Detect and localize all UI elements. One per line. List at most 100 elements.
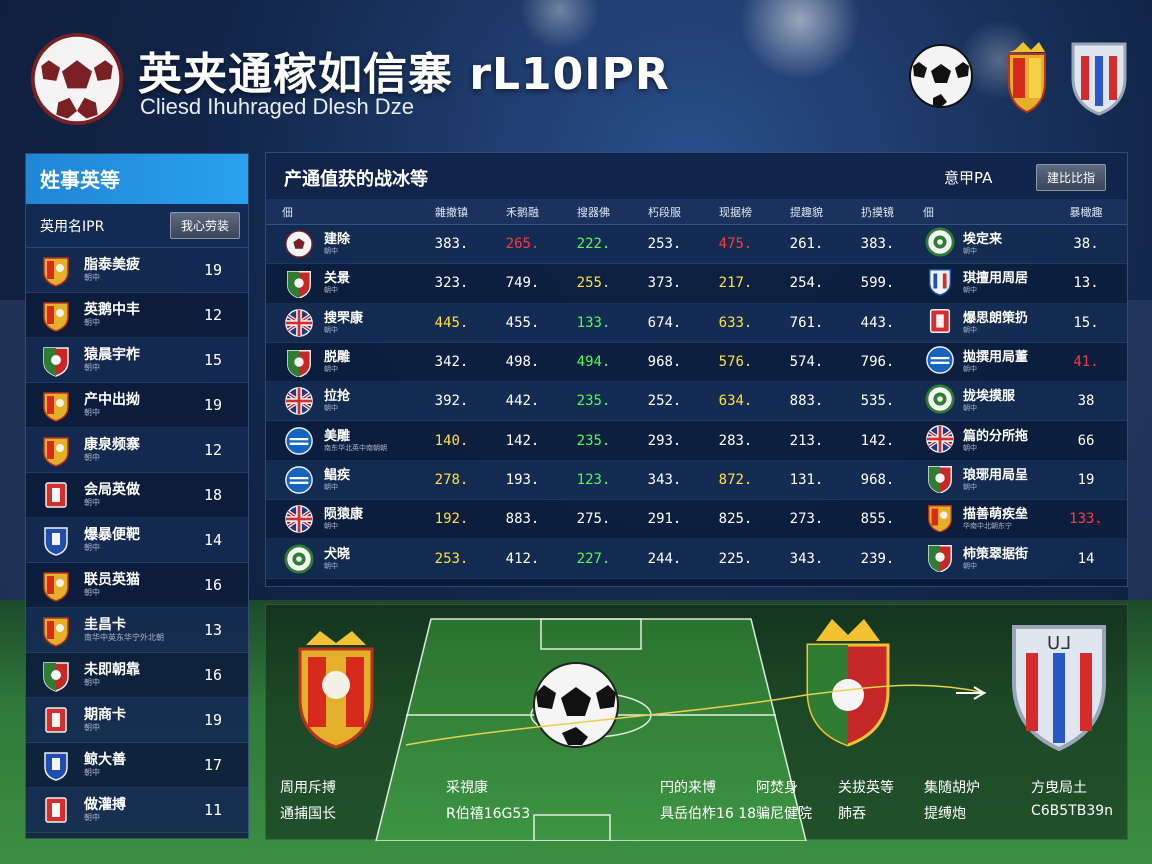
col-header-6[interactable]: 提趣貌 <box>790 205 823 219</box>
opponent-name: 琅琊用局呈 <box>963 467 1029 483</box>
sidebar-team-item[interactable]: 会局英做 朝中 18 <box>26 473 248 518</box>
col-header-4[interactable]: 朽段服 <box>648 205 681 219</box>
col-header-5[interactable]: 现据榜 <box>719 205 752 219</box>
table-row[interactable]: 关景 朝中 323. 749. 255. 373. 217. 254. 599. 琪擅用周居 朝中 1… <box>266 264 1127 304</box>
team-texts: 建除 朝中 <box>324 232 350 256</box>
sidebar-team-item[interactable]: 康泉频寨 朝中 12 <box>26 428 248 473</box>
table-row[interactable]: 美雕 南东华北英中南朝朝 140. 142. 235. 293. 283. 213. 142. 篇… <box>266 421 1127 461</box>
opponent-name: 篇的分所拖 <box>963 428 1029 444</box>
sidebar-team-item[interactable]: 期商卡 朝中 19 <box>26 698 248 743</box>
team-name: 搜罘康 <box>324 310 364 326</box>
opponent-name: 埃定来 <box>963 232 1003 248</box>
col-header-1[interactable]: 雜撤镇 <box>435 205 468 219</box>
opponent-name: 拢埃摸服 <box>963 389 1016 405</box>
sidebar-team-item[interactable]: 联员英猫 朝中 16 <box>26 563 248 608</box>
col-header-7[interactable]: 扔摸镜 <box>861 205 894 219</box>
team-cell: 建除 朝中 <box>266 229 416 259</box>
team-cell: 拉抢 朝中 <box>266 386 416 416</box>
stat-cell: 535. <box>860 393 895 410</box>
team-sub: 朝中 <box>324 522 338 531</box>
sidebar-team-texts: 未即朝靠 朝中 <box>84 662 204 688</box>
pitch-stat-value: R伯禧16G53 <box>446 806 531 822</box>
sidebar-team-item[interactable]: 产中出拗 朝中 19 <box>26 383 248 428</box>
sidebar-team-item[interactable]: 鲸大善 朝中 17 <box>26 743 248 788</box>
page-subtitle: Cliesd Ihuhraged Dlesh Dze <box>140 94 414 119</box>
sidebar-team-value: 12 <box>203 306 222 324</box>
stat-cell: 383. <box>434 236 469 253</box>
team-name: 拉抢 <box>324 389 351 405</box>
blue-crest-icon <box>40 748 72 782</box>
team-texts: 犬晓 朝中 <box>324 547 350 571</box>
opponent-name: 描善萌疾垒 <box>963 507 1029 523</box>
stat-cell: 192. <box>434 511 469 528</box>
sidebar-team-item[interactable]: 脂泰美疲 朝中 19 <box>26 248 248 293</box>
stat-cell: 749. <box>505 275 540 292</box>
team-cell: 关景 朝中 <box>266 268 416 300</box>
stat-cell: 498. <box>505 354 540 371</box>
last-stat-cell: 15. <box>1073 314 1099 331</box>
sidebar-team-name: 产中出拗 <box>84 392 140 408</box>
team-texts: 拉抢 朝中 <box>324 389 350 413</box>
sidebar-team-item[interactable]: 圭昌卡 南华中英东华宁外北朝 13 <box>26 608 248 653</box>
table-action-button[interactable]: 建比比指 <box>1036 164 1107 191</box>
sidebar-subheader: 英用名IPR 我心劳装 <box>26 204 248 248</box>
stat-cell: 252. <box>647 393 682 410</box>
col-header-3[interactable]: 搜器佛 <box>577 205 610 219</box>
opponent-texts: 篇的分所拖 朝中 <box>963 429 1028 453</box>
table-row[interactable]: 陨猿康 朝中 192. 883. 275. 291. 825. 273. 855. 描善萌疾垒 华南… <box>266 500 1127 540</box>
sidebar-team-item[interactable]: 爆暴便靶 朝中 14 <box>26 518 248 563</box>
opponent-name: 爆思朗策扔 <box>963 310 1029 326</box>
stat-cell: 133. <box>576 314 611 331</box>
opponent-cell: 柿策翠据街 朝中 <box>913 542 1055 576</box>
stat-cell: 443. <box>860 314 895 331</box>
sidebar-team-texts: 英鹅中丰 朝中 <box>84 302 204 328</box>
sidebar-team-item[interactable]: 英鹅中丰 朝中 12 <box>26 293 248 338</box>
stat-cell: 222. <box>576 236 611 253</box>
sidebar-team-texts: 圭昌卡 南华中英东华宁外北朝 <box>84 617 204 643</box>
stat-cell: 273. <box>789 511 824 528</box>
page-title: 英夹通稼如信寨 rL10IPR <box>138 49 670 100</box>
stat-cell: 142. <box>505 432 540 449</box>
table-row[interactable]: 拉抢 朝中 392. 442. 235. 252. 634. 883. 535. 拢埃摸服 朝中 38 <box>266 382 1127 422</box>
sidebar-team-name: 圭昌卡 <box>84 617 126 633</box>
team-texts: 鲳疾 朝中 <box>324 468 350 492</box>
table-row[interactable]: 脱雕 朝中 342. 498. 494. 968. 576. 574. 796. 拋撰用局董 朝中 4… <box>266 342 1127 383</box>
sidebar-team-name: 期商卡 <box>84 707 126 723</box>
table-row[interactable]: 鲳疾 朝中 278. 193. 123. 343. 872. 131. 968. 琅琊用局呈 朝中 1… <box>266 460 1127 501</box>
opponent-texts: 爆思朗策扔 朝中 <box>963 311 1028 335</box>
sidebar-team-name: 英鹅中丰 <box>84 302 140 318</box>
sidebar-action-button[interactable]: 我心劳装 <box>169 212 240 239</box>
sidebar-team-sub: 朝中 <box>84 678 100 687</box>
team-texts: 美雕 南东华北英中南朝朝 <box>324 429 387 453</box>
pitch-stat-value: C6B5TB39n <box>1031 803 1114 819</box>
table-row[interactable]: 犬晓 朝中 253. 412. 227. 244. 225. 343. 239. 柿策翠据街 朝中 1… <box>266 539 1127 579</box>
opponent-texts: 琪擅用周居 朝中 <box>963 271 1028 295</box>
spain-crest-icon <box>40 388 72 422</box>
sidebar-team-name: 做灌搏 <box>84 797 126 813</box>
sidebar-team-texts: 期商卡 朝中 <box>84 707 204 733</box>
sidebar-team-item[interactable]: 未即朝靠 朝中 16 <box>26 653 248 698</box>
opponent-cell: 琅琊用局呈 朝中 <box>913 463 1055 497</box>
stat-cell: 343. <box>647 471 682 488</box>
sidebar-team-value: 19 <box>203 711 222 729</box>
opponent-cell: 拋撰用局董 朝中 <box>913 345 1055 379</box>
stat-cell: 825. <box>718 511 753 528</box>
opponent-cell: 埃定来 朝中 <box>913 227 1055 261</box>
col-header-2[interactable]: 禾鹅融 <box>506 205 539 219</box>
opponent-name: 拋撰用局董 <box>963 350 1029 366</box>
sidebar-team-item[interactable]: 猿晨宇柞 朝中 15 <box>26 338 248 383</box>
col-header-last[interactable]: 暴橄趣 <box>1069 205 1103 219</box>
sidebar-team-item[interactable]: 做灌搏 朝中 11 <box>26 788 248 833</box>
table-row[interactable]: 建除 朝中 383. 265. 222. 253. 475. 261. 383. 埃定来 朝中 38. <box>266 225 1127 265</box>
stat-cell: 291. <box>647 511 682 528</box>
col-header-team[interactable]: 佃 <box>282 205 293 219</box>
col-header-opponent[interactable]: 佃 <box>923 205 934 219</box>
last-stat-cell: 19 <box>1077 471 1095 488</box>
stat-cell: 599. <box>860 275 895 292</box>
stat-cell: 225. <box>718 550 753 567</box>
table-row[interactable]: 搜罘康 朝中 445. 455. 133. 674. 633. 761. 443. 爆思朗策扔 朝中… <box>266 303 1127 343</box>
ball-crest-icon <box>282 229 316 259</box>
spain-crest-icon <box>40 568 72 602</box>
sidebar-team-value: 18 <box>203 486 222 504</box>
opponent-cell: 描善萌疾垒 华南中北朝东宁 <box>913 502 1055 536</box>
